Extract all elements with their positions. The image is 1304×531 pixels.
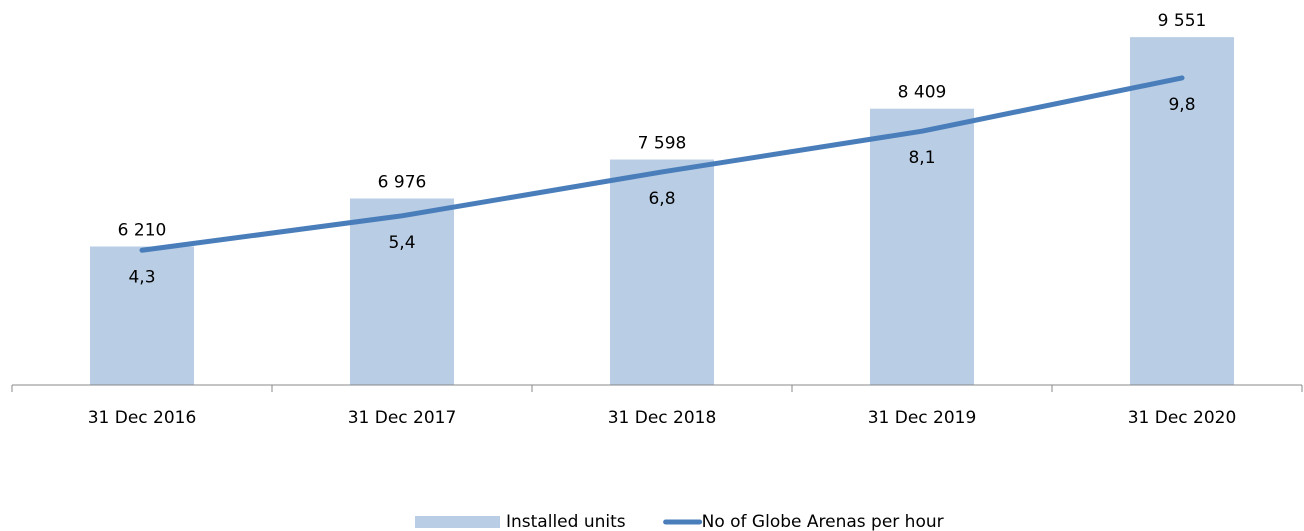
bar-value-label: 6 976 (378, 173, 427, 193)
legend-label: Installed units (506, 512, 626, 531)
legend-swatch (415, 516, 500, 528)
bar (610, 159, 714, 385)
x-tick-label: 31 Dec 2017 (348, 408, 457, 428)
bar (1130, 37, 1234, 386)
line (139, 75, 1185, 253)
line-value-label: 9,8 (1168, 95, 1195, 115)
x-tick-label: 31 Dec 2019 (868, 408, 977, 428)
x-tick-label: 31 Dec 2018 (608, 408, 717, 428)
bar (350, 198, 454, 385)
x-tick-label: 31 Dec 2016 (88, 408, 197, 428)
bar-value-label: 8 409 (898, 83, 947, 103)
bar (90, 246, 194, 385)
bar-value-label: 6 210 (118, 221, 167, 241)
bar-value-label: 7 598 (638, 134, 687, 154)
x-tick-label: 31 Dec 2020 (1128, 408, 1237, 428)
legend-label: No of Globe Arenas per hour (702, 512, 944, 531)
bar-value-label: 9 551 (1158, 11, 1207, 31)
line-value-label: 4,3 (128, 267, 155, 287)
line-value-label: 6,8 (648, 189, 675, 209)
bar (870, 108, 974, 385)
line-value-label: 5,4 (388, 233, 415, 253)
line-value-label: 8,1 (908, 148, 935, 168)
